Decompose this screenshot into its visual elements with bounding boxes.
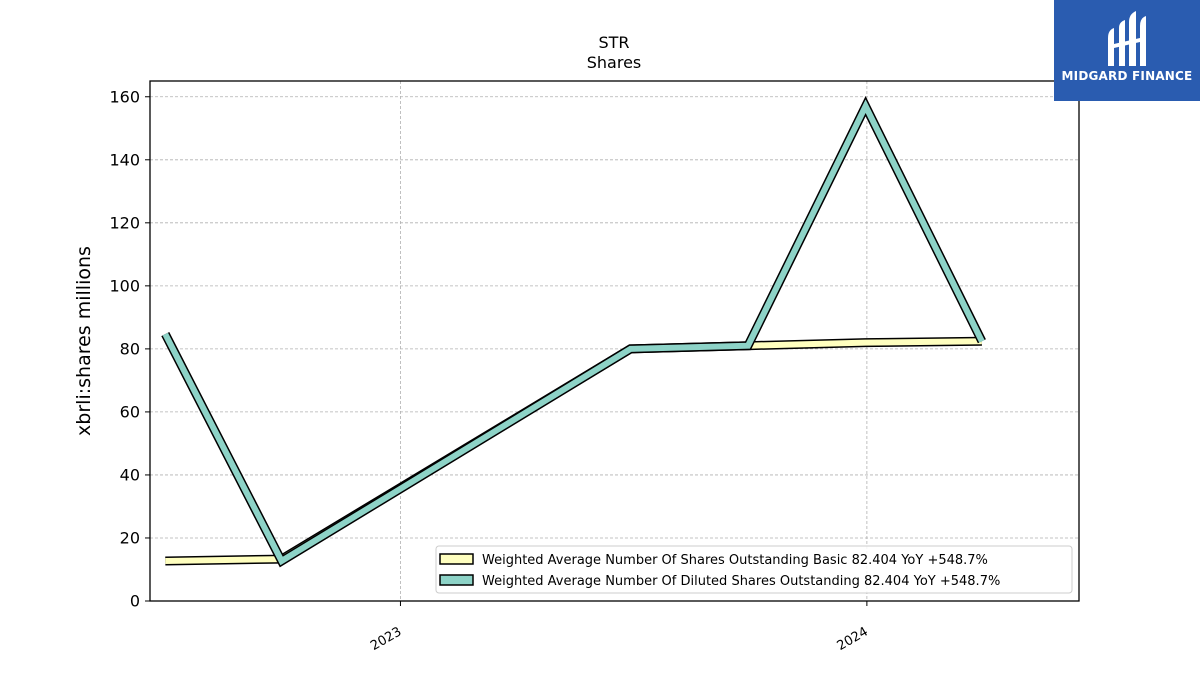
legend: Weighted Average Number Of Shares Outsta… xyxy=(435,545,1073,594)
series-2 xyxy=(161,96,986,568)
midgard-logo-icon xyxy=(1108,11,1146,66)
logo-text: MIDGARD FINANCE xyxy=(1061,69,1193,83)
y-tick-label: 40 xyxy=(120,465,140,484)
chart-title: STR xyxy=(598,33,629,52)
x-tick-label: 2024 xyxy=(835,624,871,654)
y-tick-label: 100 xyxy=(109,276,140,295)
series-line xyxy=(162,99,985,566)
y-tick-label: 140 xyxy=(109,150,140,169)
series-layer xyxy=(161,96,986,568)
legend-swatch xyxy=(439,553,474,565)
y-axis-label: xbrli:shares millions xyxy=(73,246,95,436)
y-tick-label: 0 xyxy=(130,592,140,611)
y-axis: 0 20 40 60 80 100 120 140 160 xyxy=(109,87,150,611)
chart-subtitle: Shares xyxy=(587,53,642,72)
y-tick-label: 160 xyxy=(109,87,140,106)
y-tick-label: 80 xyxy=(120,339,140,358)
series-line-outline xyxy=(165,336,982,566)
x-tick-label: 2023 xyxy=(368,624,404,654)
legend-label: Weighted Average Number Of Shares Outsta… xyxy=(482,553,988,568)
legend-swatch xyxy=(439,574,474,586)
midgard-finance-logo: MIDGARD FINANCE xyxy=(1054,0,1200,101)
legend-label: Weighted Average Number Of Diluted Share… xyxy=(482,574,1000,589)
series-line xyxy=(165,338,982,564)
y-tick-label: 60 xyxy=(120,402,140,421)
legend-box xyxy=(435,545,1073,594)
plot-frame xyxy=(149,80,1080,602)
series-line-outline xyxy=(161,96,986,568)
x-axis: 2023 2024 xyxy=(368,601,871,654)
y-tick-label: 20 xyxy=(120,528,140,547)
series-1 xyxy=(165,336,982,566)
y-tick-label: 120 xyxy=(109,213,140,232)
